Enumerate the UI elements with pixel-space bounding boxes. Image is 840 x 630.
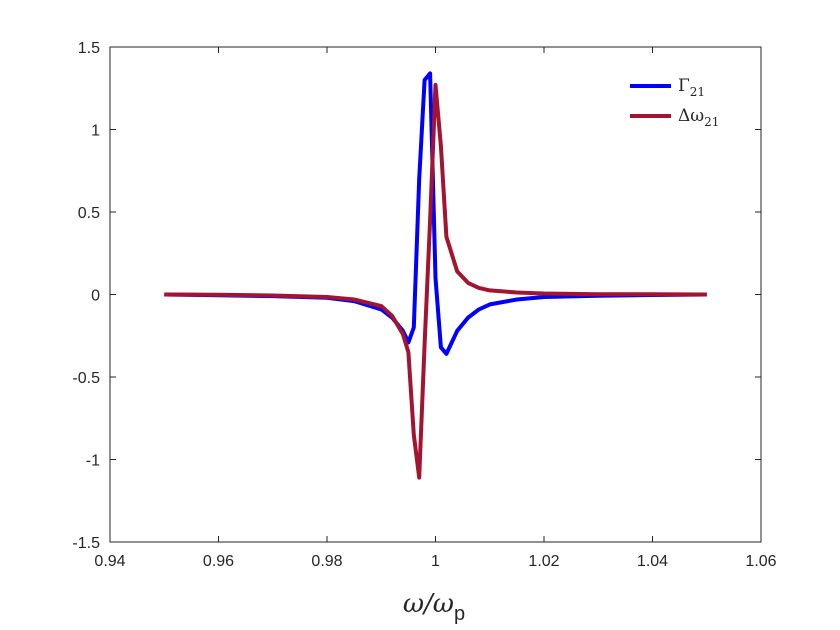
y-tick-label: 0.5 (78, 205, 100, 222)
series-layer (164, 71, 707, 480)
x-axis-title: ω/ωp (403, 589, 465, 625)
legend-label-delta-omega21-main: Δω (678, 106, 704, 126)
x-tick-label: 1.04 (637, 553, 668, 570)
x-tick-label: 0.94 (94, 553, 125, 570)
series-line-delta-omega21 (164, 82, 707, 480)
x-axis-title-subscript: p (454, 603, 465, 625)
legend: Γ21 Δω21 (619, 63, 729, 130)
y-tick-label: -1.5 (72, 535, 100, 552)
y-tick-label: 1 (91, 123, 100, 140)
legend-label-gamma21-sub: 21 (690, 85, 705, 99)
y-tick-label: -1 (86, 453, 100, 470)
legend-label-delta-omega21-sub: 21 (704, 115, 719, 129)
x-tick-label: 1 (431, 553, 440, 570)
x-tick-label: 1.06 (745, 553, 776, 570)
x-axis-title-main: ω/ω (403, 589, 454, 619)
y-tick-label: 1.5 (78, 40, 100, 57)
legend-box (619, 63, 729, 130)
y-tick-label: 0 (91, 288, 100, 305)
y-axis-ticks: 1.5 1 0.5 0 -0.5 -1 -1.5 (72, 40, 761, 552)
legend-label-delta-omega21: Δω21 (678, 106, 719, 129)
x-tick-label: 1.02 (528, 553, 559, 570)
x-tick-label: 0.96 (203, 553, 234, 570)
legend-label-gamma21-main: Γ (678, 76, 690, 96)
legend-label-gamma21: Γ21 (678, 76, 705, 99)
x-axis-ticks: 0.94 0.96 0.98 1 1.02 1.04 1.06 (94, 47, 777, 570)
y-tick-label: -0.5 (72, 370, 100, 387)
x-tick-label: 0.98 (311, 553, 342, 570)
